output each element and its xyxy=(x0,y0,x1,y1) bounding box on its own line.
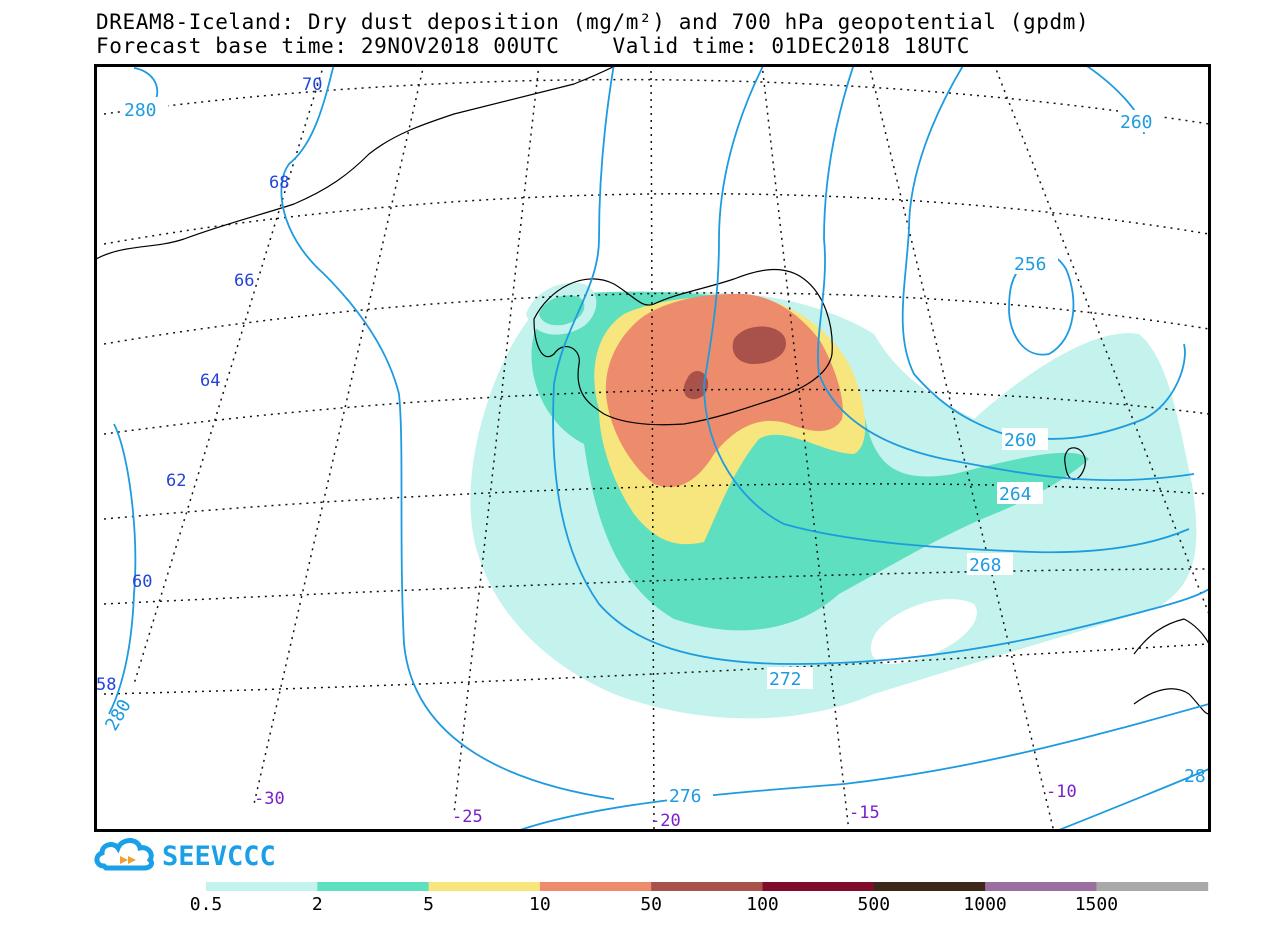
contour-label: 272 xyxy=(769,669,802,690)
contour-labels: 280 280 260 256 260 264 268 272 276 28 xyxy=(101,97,1206,807)
legend-label: 500 xyxy=(858,894,891,915)
lat-label: 64 xyxy=(200,371,220,391)
legend-swatch xyxy=(873,882,986,891)
legend-label: 0.5 xyxy=(190,894,223,915)
latitude-labels: 70 68 66 64 62 60 58 xyxy=(96,75,322,695)
lon-label: -30 xyxy=(254,789,285,809)
dust-hole xyxy=(870,599,977,665)
legend-swatch xyxy=(762,882,875,891)
dust-level-50a xyxy=(732,326,786,364)
greenland-coast xyxy=(96,66,617,260)
legend-label: 1000 xyxy=(963,894,1006,915)
lat-label: 60 xyxy=(132,572,152,592)
longitude-labels: -30 -25 -20 -15 -10 xyxy=(254,782,1077,831)
legend-swatch xyxy=(651,882,763,891)
color-legend: 0.5 2 5 10 50 100 500 1000 1500 xyxy=(190,882,1209,915)
map-title: DREAM8-Iceland: Dry dust deposition (mg/… xyxy=(96,10,1090,34)
norway-coast xyxy=(1133,618,1209,715)
lat-label: 62 xyxy=(166,471,186,491)
legend-swatch xyxy=(539,882,652,891)
geopotential-contours xyxy=(108,66,1209,830)
logo-text: SEEVCCC xyxy=(162,841,276,872)
coastlines xyxy=(96,66,1209,715)
lat-label: 70 xyxy=(302,75,322,95)
graticule xyxy=(103,66,1209,830)
map-subtitle: Forecast base time: 29NOV2018 00UTC Vali… xyxy=(96,34,971,58)
legend-swatch xyxy=(1096,882,1209,891)
lon-label: -20 xyxy=(650,811,681,831)
dust-level-50b xyxy=(683,371,709,400)
iceland-coast xyxy=(533,268,833,426)
contour-label: 276 xyxy=(669,786,702,807)
legend-label: 10 xyxy=(529,894,551,915)
legend-label: 2 xyxy=(312,894,323,915)
contour-label: 260 xyxy=(1004,430,1037,451)
contour-label: 260 xyxy=(1120,112,1153,133)
lat-label: 68 xyxy=(269,173,289,193)
legend-swatch xyxy=(206,882,318,891)
lat-label: 66 xyxy=(234,271,254,291)
contour-label: 280 xyxy=(124,100,157,121)
lon-label: -15 xyxy=(849,803,880,823)
cloud-icon xyxy=(94,838,155,871)
contour-label: 256 xyxy=(1014,254,1047,275)
legend-swatch xyxy=(428,882,541,891)
lon-label: -10 xyxy=(1046,782,1077,802)
lon-label: -25 xyxy=(452,807,483,827)
contour-label: 268 xyxy=(969,555,1002,576)
seevccc-logo: SEEVCCC xyxy=(94,838,276,872)
legend-label: 50 xyxy=(640,894,662,915)
legend-swatch xyxy=(317,882,430,891)
legend-label: 5 xyxy=(423,894,434,915)
legend-label: 100 xyxy=(746,894,779,915)
contour-label: 28 xyxy=(1184,766,1206,787)
lat-label: 58 xyxy=(96,675,116,695)
legend-label: 1500 xyxy=(1075,894,1118,915)
forecast-map: 70 68 66 64 62 60 58 -30 -25 -20 -15 -10… xyxy=(94,64,1211,832)
contour-label: 264 xyxy=(999,484,1032,505)
dust-patch-west-inner xyxy=(539,295,585,326)
legend-swatch xyxy=(985,882,1097,891)
